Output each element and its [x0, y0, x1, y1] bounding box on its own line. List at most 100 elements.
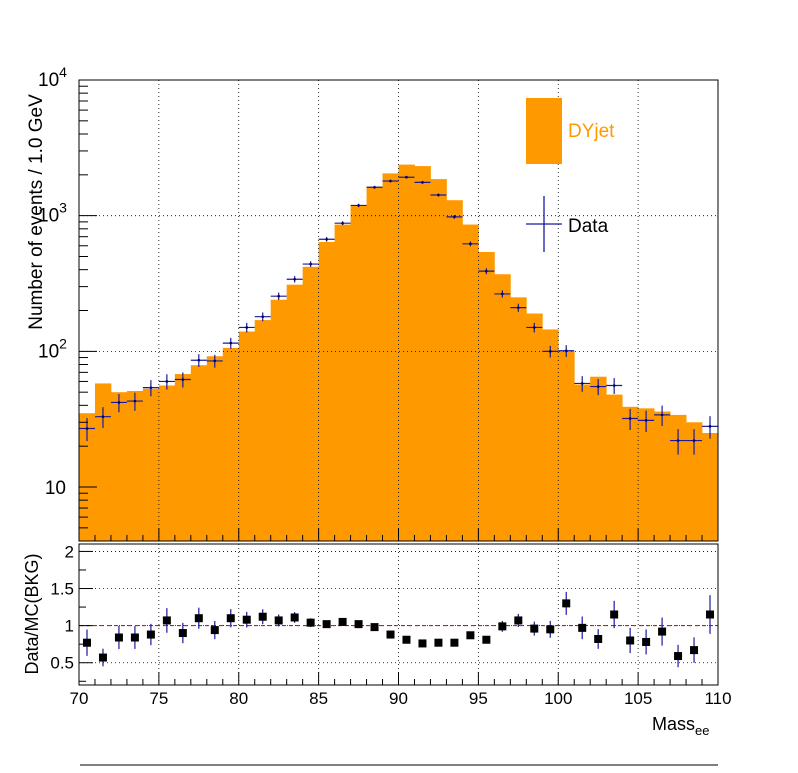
mc-bar: [126, 391, 144, 541]
ratio-point-marker: [594, 634, 603, 643]
mc-bar: [510, 297, 527, 541]
mc-bar: [670, 414, 687, 541]
data-point: [478, 268, 495, 275]
main-y-tick-label-exp: 2: [59, 335, 67, 351]
mc-bar: [558, 351, 575, 541]
data-point-marker: [229, 341, 233, 345]
data-point: [494, 290, 511, 298]
mc-bar: [494, 274, 511, 541]
mc-bar: [606, 394, 623, 541]
data-point-marker: [261, 315, 265, 319]
mc-bar: [638, 408, 655, 541]
ratio-point-marker: [82, 638, 91, 647]
ratio-point-marker: [370, 623, 379, 632]
data-point-marker: [708, 425, 712, 428]
data-point: [158, 374, 175, 390]
ratio-point-marker: [578, 623, 587, 632]
data-point: [302, 261, 319, 267]
ratio-point: [114, 625, 123, 650]
data-point: [126, 392, 143, 411]
ratio-y-tick-label: 1: [65, 617, 74, 636]
data-point: [366, 185, 383, 189]
data-point: [510, 303, 527, 312]
data-point-marker: [101, 415, 105, 418]
ratio-point: [434, 638, 443, 647]
mc-bar: [414, 166, 431, 541]
data-point: [318, 237, 335, 242]
mc-histogram: [79, 164, 719, 542]
x-tick-label: 95: [469, 689, 488, 708]
ratio-point-marker: [610, 610, 619, 619]
data-point: [286, 276, 303, 283]
ratio-point: [322, 620, 331, 629]
ratio-point-marker: [706, 610, 715, 619]
data-point-marker: [628, 417, 632, 420]
mc-bar: [254, 320, 272, 541]
ratio-point-marker: [306, 618, 315, 627]
ratio-point: [306, 618, 315, 628]
data-point-marker: [181, 378, 185, 381]
ratio-point: [418, 639, 427, 648]
ratio-point: [290, 612, 299, 623]
ratio-point-marker: [146, 630, 155, 639]
ratio-point-marker: [354, 620, 363, 629]
ratio-point-marker: [242, 615, 251, 624]
data-point: [206, 354, 223, 368]
mc-bar: [206, 356, 224, 541]
data-point: [526, 322, 543, 333]
x-tick-label: 110: [704, 689, 731, 708]
main-y-tick-label-pow: 104: [38, 64, 67, 91]
ratio-point-marker: [690, 646, 699, 655]
ratio-point-marker: [514, 616, 523, 625]
ratio-point: [578, 616, 587, 640]
ratio-point-marker: [562, 599, 571, 608]
data-point: [446, 215, 463, 219]
ratio-point: [610, 600, 619, 629]
mc-bar: [190, 365, 208, 541]
mc-bar: [302, 266, 320, 541]
data-point-marker: [357, 204, 360, 207]
data-point: [558, 345, 575, 357]
data-point: [382, 179, 399, 183]
ratio-point-marker: [98, 653, 107, 662]
data-point-marker: [213, 359, 217, 363]
mc-bar: [590, 376, 607, 541]
ratio-point-marker: [434, 638, 443, 647]
data-point-marker: [453, 215, 456, 219]
ratio-point: [482, 635, 491, 644]
mc-bar: [382, 173, 399, 542]
data-point-marker: [133, 399, 137, 403]
data-point-marker: [660, 413, 664, 417]
mc-bar: [574, 384, 591, 541]
ratio-grid: [79, 544, 718, 685]
data-point: [622, 408, 639, 430]
data-point-marker: [293, 277, 296, 281]
ratio-point-marker: [130, 633, 139, 642]
mc-bar: [622, 406, 639, 541]
ratio-point: [546, 620, 555, 638]
data-point-marker: [517, 306, 520, 309]
ratio-point-marker: [418, 639, 427, 648]
data-point: [606, 378, 623, 394]
main-x-axis-ticks: [78, 528, 719, 541]
legend: DYjet Data: [526, 98, 615, 252]
ratio-point: [226, 609, 235, 628]
ratio-point-marker: [530, 624, 539, 633]
data-point-marker: [341, 221, 344, 225]
data-point-marker: [676, 439, 680, 442]
ratio-point-marker: [322, 620, 331, 629]
mc-bar: [654, 411, 671, 541]
ratio-point: [386, 630, 395, 639]
ratio-y-tick-label: 1.5: [50, 580, 74, 599]
mc-bar: [334, 224, 351, 541]
main-y-tick-label-pow: 103: [38, 200, 67, 227]
mc-bar: [238, 331, 256, 541]
mc-bar: [270, 299, 288, 541]
ratio-point: [706, 595, 715, 634]
mc-bar: [318, 241, 335, 542]
x-axis-label-main: Mass: [652, 714, 695, 734]
ratio-y-tick-label: 2: [65, 542, 74, 561]
ratio-point: [258, 609, 267, 625]
ratio-point-marker: [626, 636, 635, 645]
